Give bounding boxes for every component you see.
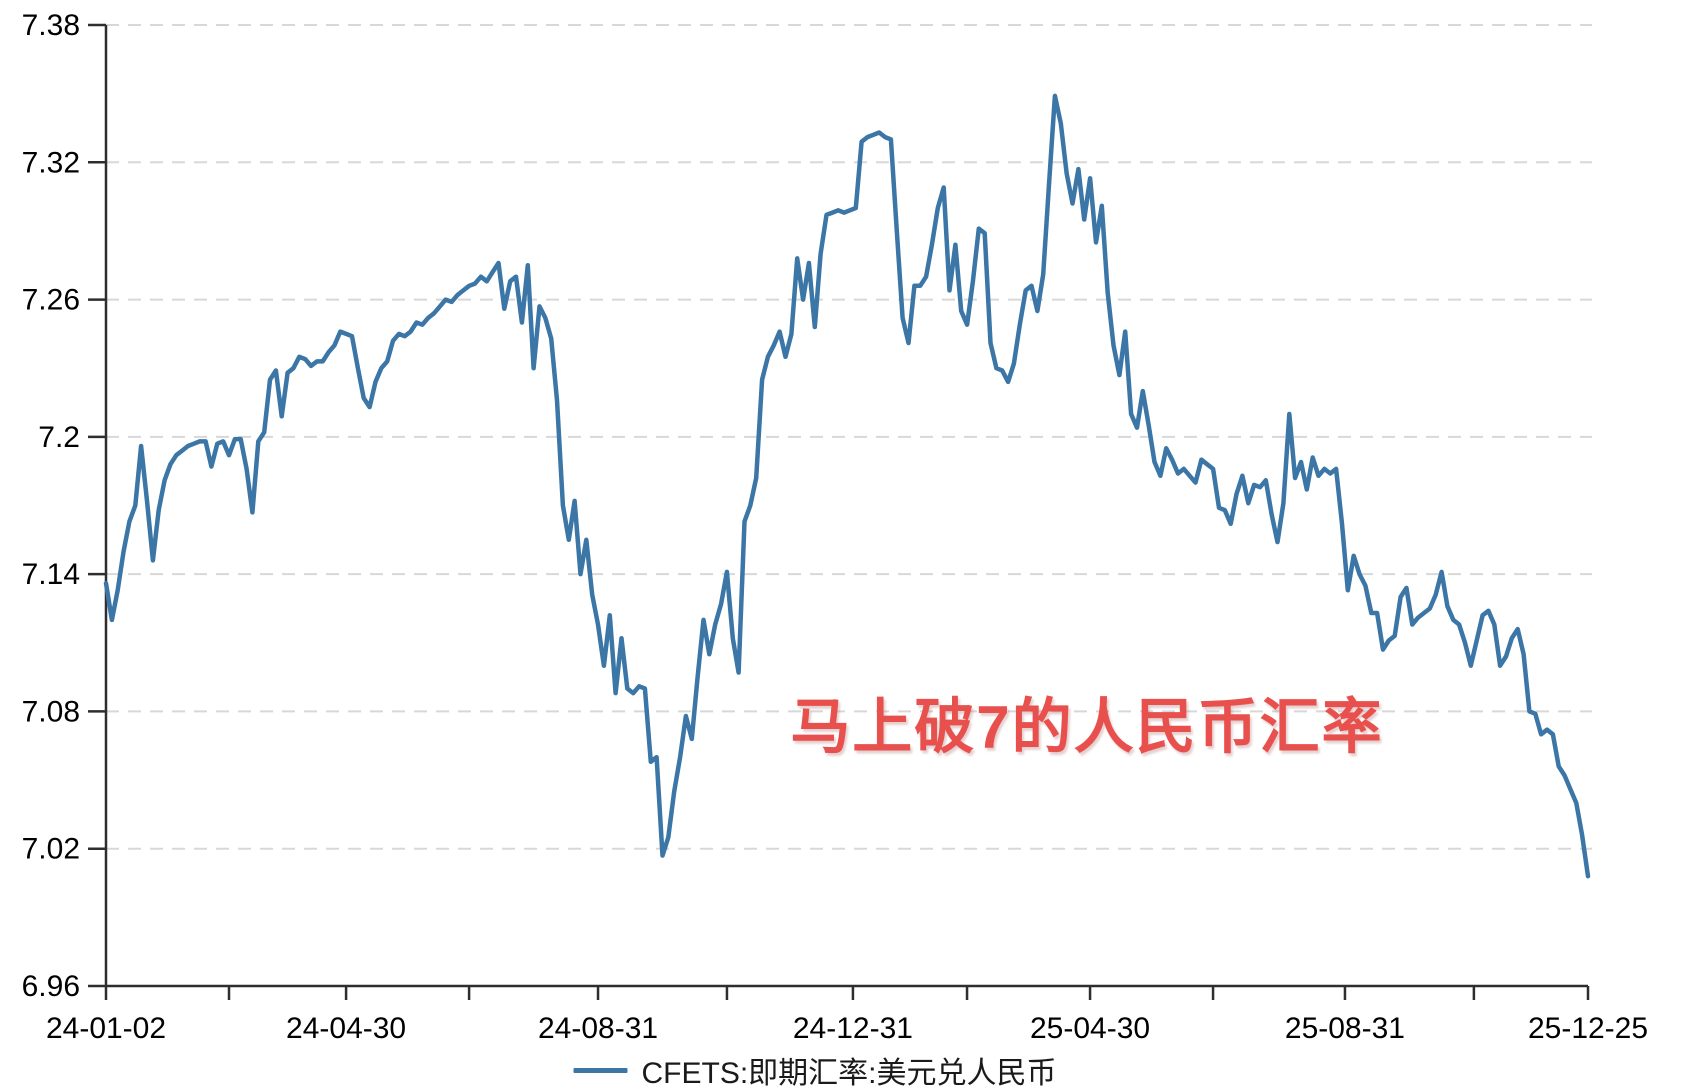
annotation-text: 马上破7的人民币汇率	[790, 693, 1384, 761]
x-tick-label-24-01-02: 24-01-02	[46, 1012, 166, 1045]
y-tick-label-7.38: 7.38	[22, 9, 80, 42]
y-tick-label-6.96: 6.96	[22, 970, 80, 1003]
x-tick-label-25-04-30: 25-04-30	[1030, 1012, 1150, 1045]
y-tick-label-7.08: 7.08	[22, 695, 80, 728]
y-tick-label-7.32: 7.32	[22, 146, 80, 179]
y-tick-label-7.02: 7.02	[22, 833, 80, 866]
x-tick-label-25-12-25: 25-12-25	[1528, 1012, 1648, 1045]
legend-line-swatch	[573, 1067, 628, 1073]
x-tick-label-25-08-31: 25-08-31	[1285, 1012, 1405, 1045]
series-line-cfets	[103, 93, 1591, 879]
y-tick-label-7.2: 7.2	[38, 421, 80, 454]
legend: CFETS:即期汇率:美元兑人民币	[573, 1048, 1057, 1092]
y-tick-label-7.14: 7.14	[22, 558, 80, 591]
x-tick-label-24-04-30: 24-04-30	[286, 1012, 406, 1045]
x-tick-label-24-08-31: 24-08-31	[538, 1012, 658, 1045]
legend-label: CFETS:即期汇率:美元兑人民币	[641, 1057, 1057, 1090]
x-tick-label-24-12-31: 24-12-31	[793, 1012, 913, 1045]
y-tick-label-7.26: 7.26	[22, 284, 80, 317]
